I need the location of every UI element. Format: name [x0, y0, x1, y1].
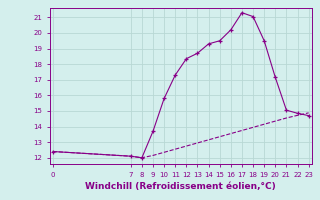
X-axis label: Windchill (Refroidissement éolien,°C): Windchill (Refroidissement éolien,°C) [85, 182, 276, 191]
